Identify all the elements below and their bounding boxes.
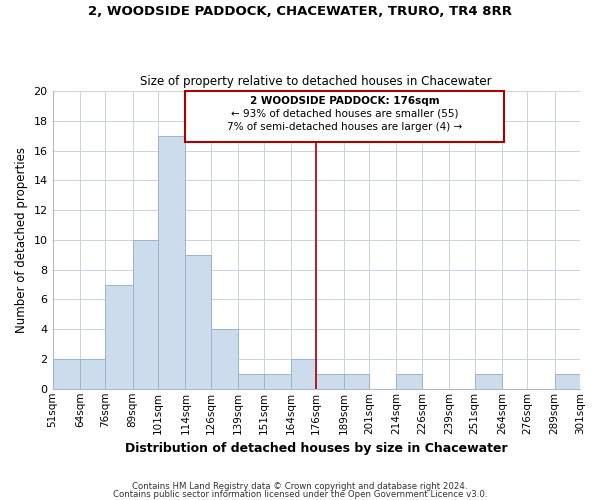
Text: Contains HM Land Registry data © Crown copyright and database right 2024.: Contains HM Land Registry data © Crown c… [132, 482, 468, 491]
Bar [158, 136, 185, 389]
Bar [554, 374, 580, 389]
Text: Contains public sector information licensed under the Open Government Licence v3: Contains public sector information licen… [113, 490, 487, 499]
Y-axis label: Number of detached properties: Number of detached properties [15, 147, 28, 333]
FancyBboxPatch shape [185, 91, 504, 142]
Bar [316, 374, 344, 389]
Bar [105, 284, 133, 389]
Bar [185, 255, 211, 389]
Text: 2 WOODSIDE PADDOCK: 176sqm: 2 WOODSIDE PADDOCK: 176sqm [250, 96, 440, 106]
Bar [238, 374, 263, 389]
Text: ← 93% of detached houses are smaller (55): ← 93% of detached houses are smaller (55… [231, 109, 458, 119]
Bar [53, 359, 80, 389]
Bar [263, 374, 291, 389]
Bar [397, 374, 422, 389]
Bar [133, 240, 158, 389]
X-axis label: Distribution of detached houses by size in Chacewater: Distribution of detached houses by size … [125, 442, 508, 455]
Bar [344, 374, 369, 389]
Text: 7% of semi-detached houses are larger (4) →: 7% of semi-detached houses are larger (4… [227, 122, 463, 132]
Text: 2, WOODSIDE PADDOCK, CHACEWATER, TRURO, TR4 8RR: 2, WOODSIDE PADDOCK, CHACEWATER, TRURO, … [88, 5, 512, 18]
Bar [80, 359, 105, 389]
Bar [291, 359, 316, 389]
Title: Size of property relative to detached houses in Chacewater: Size of property relative to detached ho… [140, 76, 492, 88]
Bar [211, 329, 238, 389]
Bar [475, 374, 502, 389]
